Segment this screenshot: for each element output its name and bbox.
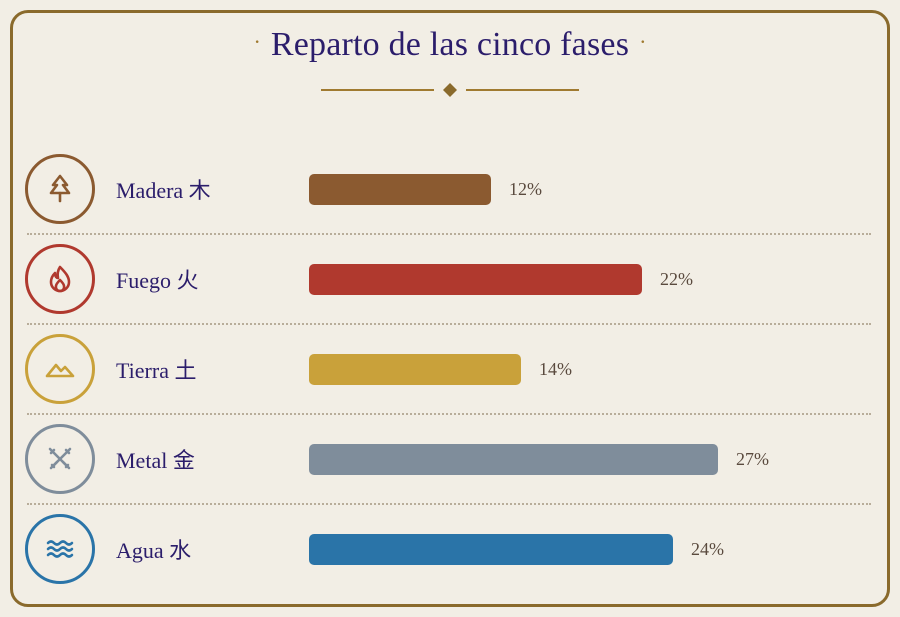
category-label: Metal 金 — [116, 448, 195, 473]
row-separator — [27, 503, 871, 505]
category-label: Tierra 土 — [116, 358, 197, 383]
value-label: 27% — [736, 449, 769, 469]
category-label: Fuego 火 — [116, 268, 199, 293]
bar — [309, 174, 491, 205]
category-label: Agua 水 — [116, 538, 192, 563]
row-separator — [27, 413, 871, 415]
title-dot-right: · — [639, 29, 647, 54]
crossed-swords-icon — [25, 424, 95, 494]
bar — [309, 354, 521, 385]
bar — [309, 444, 718, 475]
chart-frame — [10, 10, 890, 607]
bar-row: Fuego 火 22% — [0, 234, 900, 324]
row-separator — [27, 323, 871, 325]
bar — [309, 264, 642, 295]
bar-row: Madera 木 12% — [0, 144, 900, 234]
mountain-icon — [25, 334, 95, 404]
bar — [309, 534, 673, 565]
value-label: 14% — [539, 359, 572, 379]
chart-title: · Reparto de las cinco fases · — [0, 26, 900, 64]
value-label: 22% — [660, 269, 693, 289]
title-text: Reparto de las cinco fases — [270, 26, 630, 63]
tree-icon — [25, 154, 95, 224]
fire-icon — [25, 244, 95, 314]
bar-row: Metal 金 27% — [0, 414, 900, 504]
category-label: Madera 木 — [116, 178, 211, 203]
bar-row: Tierra 土 14% — [0, 324, 900, 414]
value-label: 24% — [691, 539, 724, 559]
row-separator — [27, 233, 871, 235]
value-label: 12% — [509, 179, 542, 199]
title-dot-left: · — [253, 29, 261, 54]
bar-row: Agua 水 24% — [0, 504, 900, 594]
waves-icon — [25, 514, 95, 584]
title-ornament — [321, 83, 579, 97]
